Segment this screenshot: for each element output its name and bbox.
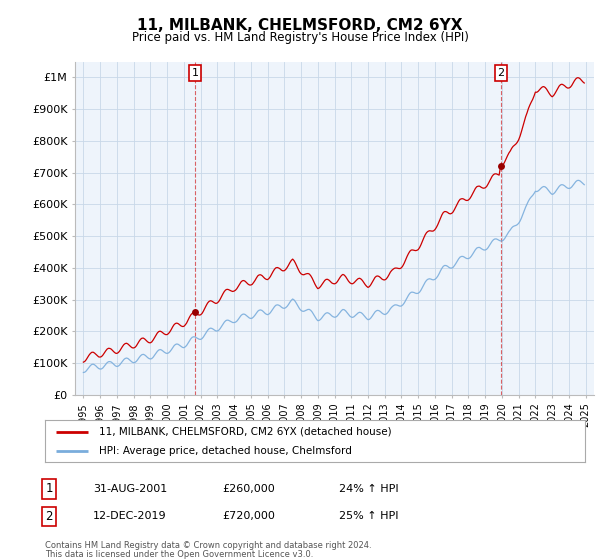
Text: 11, MILBANK, CHELMSFORD, CM2 6YX (detached house): 11, MILBANK, CHELMSFORD, CM2 6YX (detach… [99, 427, 392, 437]
Text: £720,000: £720,000 [222, 511, 275, 521]
Text: Price paid vs. HM Land Registry's House Price Index (HPI): Price paid vs. HM Land Registry's House … [131, 31, 469, 44]
Text: 1: 1 [46, 482, 53, 496]
Text: 11, MILBANK, CHELMSFORD, CM2 6YX: 11, MILBANK, CHELMSFORD, CM2 6YX [137, 18, 463, 33]
Text: 1: 1 [191, 68, 199, 78]
Text: 31-AUG-2001: 31-AUG-2001 [93, 484, 167, 494]
Text: This data is licensed under the Open Government Licence v3.0.: This data is licensed under the Open Gov… [45, 550, 313, 559]
Text: 25% ↑ HPI: 25% ↑ HPI [339, 511, 398, 521]
Text: 24% ↑ HPI: 24% ↑ HPI [339, 484, 398, 494]
Text: HPI: Average price, detached house, Chelmsford: HPI: Average price, detached house, Chel… [99, 446, 352, 456]
Text: 2: 2 [46, 510, 53, 523]
Text: 2: 2 [497, 68, 505, 78]
Text: £260,000: £260,000 [222, 484, 275, 494]
Text: Contains HM Land Registry data © Crown copyright and database right 2024.: Contains HM Land Registry data © Crown c… [45, 541, 371, 550]
Text: 12-DEC-2019: 12-DEC-2019 [93, 511, 167, 521]
